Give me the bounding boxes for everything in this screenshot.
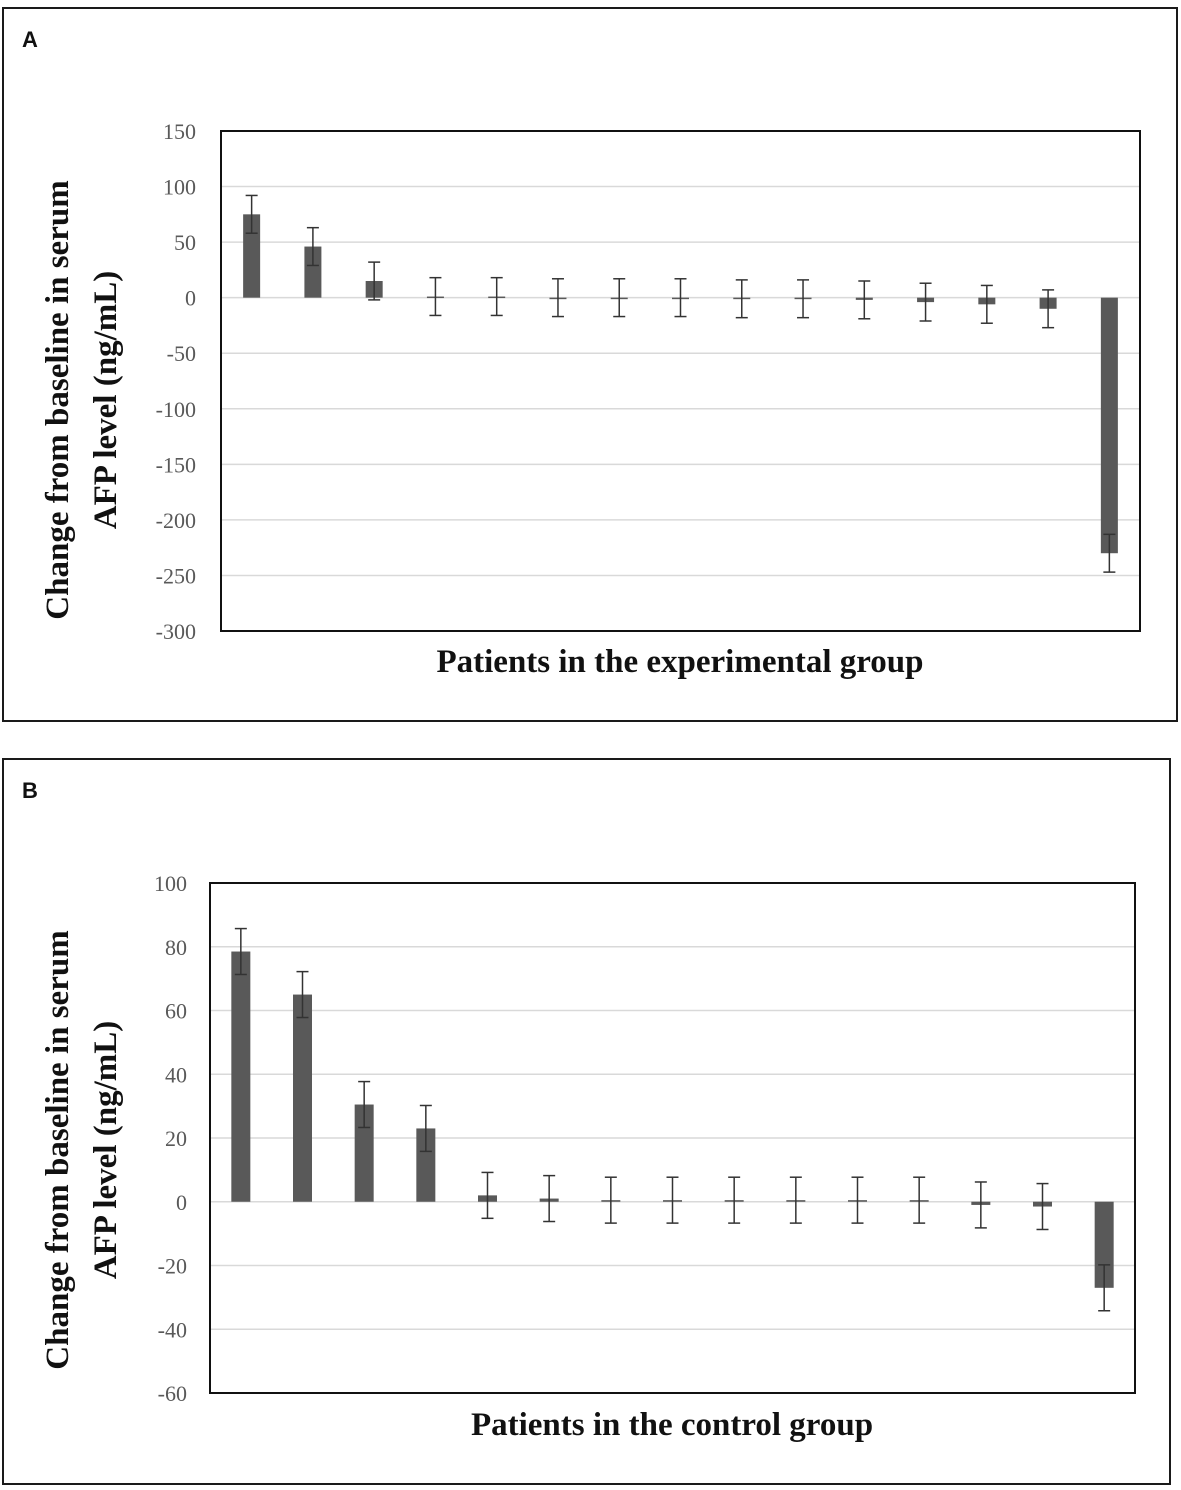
- chart2-plot-frame: [209, 882, 1136, 1394]
- panel-a-label: A: [22, 27, 38, 52]
- chart2-x-axis-title: Patients in the control group: [471, 1407, 873, 1443]
- chart2-y-axis-title-line1: Change from baseline in serum: [40, 930, 76, 1369]
- chart2-bar: [1094, 1201, 1114, 1288]
- chart2-bar: [354, 1104, 374, 1202]
- chart1-y-tick-label: 150: [163, 119, 196, 144]
- chart1-y-axis-title-line2: AFP level (ng/mL): [88, 271, 124, 529]
- chart2-y-tick-label: -20: [158, 1254, 187, 1279]
- chart1-y-tick-label: -100: [156, 397, 196, 422]
- chart1-y-tick-label: 100: [163, 175, 196, 200]
- panel-b: B: [2, 758, 1171, 1485]
- chart2-bar: [231, 951, 251, 1202]
- chart1-x-axis-title: Patients in the experimental group: [436, 644, 923, 680]
- chart2-bar: [416, 1128, 436, 1202]
- chart2-y-axis-title-line2: AFP level (ng/mL): [88, 1021, 124, 1279]
- chart1-y-tick-label: -200: [156, 508, 196, 533]
- chart1-plot-frame: [220, 130, 1141, 632]
- chart1-y-tick-label: -150: [156, 452, 196, 477]
- chart2-y-tick-label: 80: [165, 935, 187, 960]
- chart2-y-tick-label: 100: [154, 871, 187, 896]
- chart1-y-axis-title-line1: Change from baseline in serum: [40, 180, 76, 619]
- chart1-y-tick-label: -300: [156, 619, 196, 644]
- chart2-y-tick-label: 40: [165, 1062, 187, 1087]
- chart1-y-tick-label: 50: [174, 230, 196, 255]
- chart2-bar: [293, 994, 312, 1202]
- chart1-bar: [304, 246, 322, 298]
- chart2-y-tick-label: -60: [158, 1381, 187, 1406]
- chart2-y-tick-label: -40: [158, 1317, 187, 1342]
- chart1-bar: [1100, 297, 1118, 554]
- chart2-y-tick-label: 20: [165, 1126, 187, 1151]
- chart1-y-tick-label: -250: [156, 563, 196, 588]
- chart1-y-tick-label: -50: [167, 341, 196, 366]
- chart1-bar: [243, 214, 261, 298]
- chart1-y-tick-label: 0: [185, 286, 196, 311]
- chart2-y-tick-label: 60: [165, 999, 187, 1024]
- panel-a: A: [2, 7, 1178, 722]
- panel-b-label: B: [22, 778, 38, 803]
- chart2-y-tick-label: 0: [176, 1190, 187, 1215]
